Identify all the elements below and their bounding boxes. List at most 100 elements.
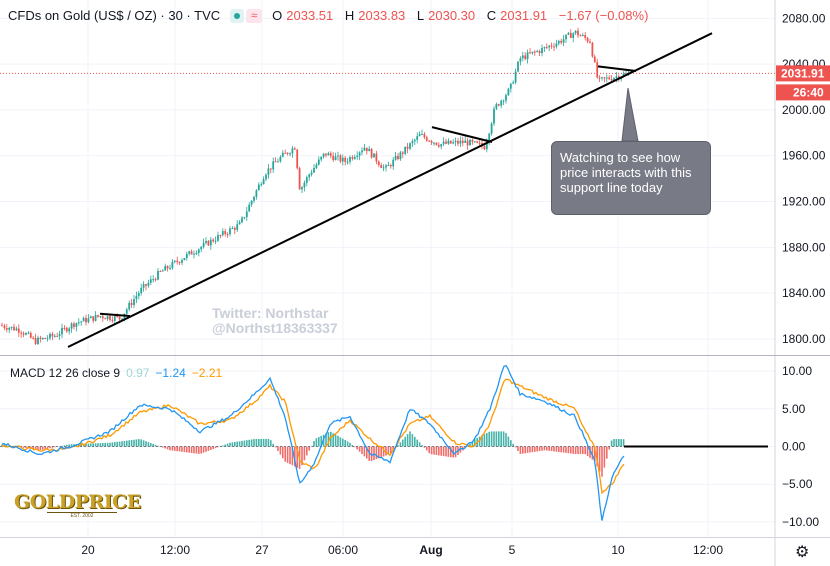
candle-body <box>113 316 116 321</box>
macd-histogram-bar <box>162 446 164 448</box>
macd-histogram-bar <box>483 434 486 447</box>
macd-histogram-bar <box>54 446 56 448</box>
macd-histogram-bar <box>622 439 625 447</box>
macd-histogram-bar <box>186 446 188 453</box>
chart-header: CFDs on Gold (US$ / OZ) · 30 · TVC ≈ O 20… <box>8 8 652 23</box>
approx-icon[interactable]: ≈ <box>246 8 263 23</box>
candle-body <box>341 157 344 162</box>
time-tick-label: 20 <box>81 543 95 557</box>
candle-body <box>538 51 541 54</box>
macd-histogram-bar <box>519 446 522 454</box>
candle-body <box>401 152 404 154</box>
candle-body <box>68 328 71 332</box>
candle-body <box>358 152 361 156</box>
macd-histogram-bar <box>346 441 349 447</box>
candle-body <box>409 143 411 149</box>
candle-body <box>519 58 522 62</box>
macd-histogram-bar <box>267 438 270 447</box>
indicator-toggle[interactable]: ≈ <box>230 8 263 23</box>
macd-histogram-bar <box>25 446 27 449</box>
low-value: 2030.30 <box>428 8 476 23</box>
macd-histogram-bar <box>620 439 622 447</box>
macd-histogram-bar <box>308 446 310 451</box>
macd-histogram-bar <box>421 444 423 447</box>
candle-body <box>25 333 27 335</box>
candle-body <box>65 327 68 332</box>
macd-histogram-bar <box>579 446 582 455</box>
macd-histogram-bar <box>466 445 469 447</box>
gear-icon[interactable]: ⚙ <box>795 544 810 561</box>
close-value: 2031.91 <box>500 8 548 23</box>
macd-histogram-bar <box>147 442 150 447</box>
annotation-callout[interactable]: Watching to see how price interacts with… <box>551 141 711 215</box>
macd-histogram-bar <box>565 446 567 453</box>
last-price-badge <box>776 65 830 82</box>
macd-histogram-bar <box>380 446 382 458</box>
candle-body <box>507 88 510 96</box>
candle-body <box>500 100 503 106</box>
candle-body <box>176 260 179 263</box>
macd-histogram-bar <box>481 435 483 447</box>
candle-body <box>454 140 457 143</box>
candle-body <box>310 172 313 175</box>
macd-histogram-bar <box>205 446 207 452</box>
macd-histogram-bar <box>339 437 342 447</box>
logo-est: EST. 2002 <box>47 512 117 519</box>
macd-histogram-bar <box>32 446 34 450</box>
candle-body <box>301 187 303 190</box>
candle-body <box>430 141 433 143</box>
candle-body <box>44 337 47 339</box>
candle-body <box>217 235 219 241</box>
price-tick-label: 2080.00 <box>782 11 826 25</box>
macd-histogram-bar <box>584 446 586 455</box>
candle-body <box>613 77 615 81</box>
macd-histogram-bar <box>277 446 279 452</box>
trendline-support <box>67 32 713 348</box>
candle-body <box>1 325 3 327</box>
time-tick-label: 12:00 <box>693 543 723 557</box>
candle-body <box>245 211 248 218</box>
candle-body <box>361 150 363 153</box>
candle-body <box>128 302 131 310</box>
candle-body <box>512 82 515 84</box>
macd-histogram-bar <box>193 446 195 454</box>
candle-body <box>5 327 8 330</box>
macd-histogram-bar <box>73 444 75 447</box>
macd-histogram-bar <box>99 443 102 447</box>
candle-body <box>521 55 524 59</box>
macd-histogram-bar <box>567 446 570 454</box>
candle-body <box>577 30 579 36</box>
candle-body <box>356 155 359 157</box>
candle-body <box>615 76 618 78</box>
macd-histogram-bar <box>42 446 44 450</box>
candle-body <box>437 144 440 147</box>
macd-histogram-bar <box>435 446 438 456</box>
last-price-badge-text: 2031.91 <box>781 66 825 80</box>
candle-body <box>488 133 491 143</box>
candle-body <box>77 322 80 324</box>
macd-histogram-bar <box>174 446 176 451</box>
macd-histogram-bar <box>363 446 366 457</box>
candle-body <box>181 260 183 263</box>
macd-histogram-bar <box>409 431 411 447</box>
candle-body <box>601 77 603 79</box>
candle-body <box>365 147 368 152</box>
goldprice-logo: GOLDPRICE EST. 2002 <box>14 492 150 519</box>
annotation-text: Watching to see how price interacts with… <box>560 150 692 195</box>
macd-histogram-bar <box>291 446 294 466</box>
candle-body <box>229 228 231 235</box>
macd-histogram-bar <box>222 445 224 447</box>
macd-line <box>1 364 625 521</box>
candle-body <box>349 157 351 162</box>
candle-body <box>581 34 584 36</box>
candle-body <box>214 240 217 242</box>
candle-body <box>221 231 224 236</box>
macd-histogram-bar <box>246 440 248 447</box>
macd-histogram-bar <box>310 445 313 447</box>
candle-body <box>380 165 383 168</box>
macd-histogram-bar <box>51 446 54 448</box>
candle-body <box>53 335 56 337</box>
dot-icon[interactable] <box>230 8 245 23</box>
macd-histogram-bar <box>534 446 536 452</box>
macd-histogram-bar <box>366 446 368 459</box>
